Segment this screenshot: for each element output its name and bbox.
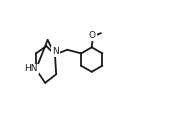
Text: O: O <box>89 31 96 40</box>
Text: N: N <box>52 47 59 56</box>
Text: HN: HN <box>24 64 38 73</box>
